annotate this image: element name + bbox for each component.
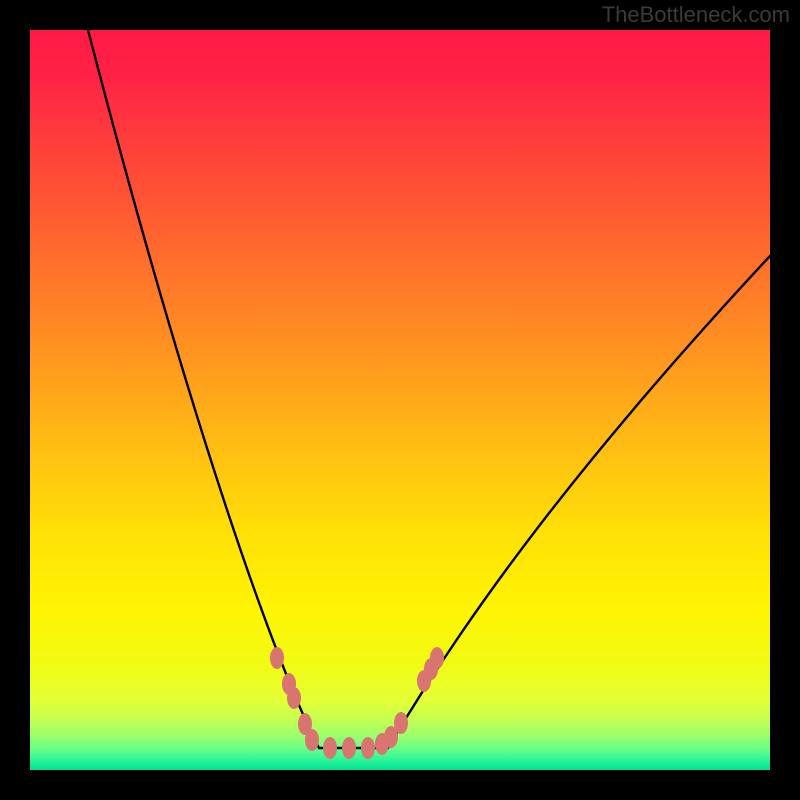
curve-marker: [323, 737, 337, 759]
curve-marker: [361, 737, 375, 759]
curve-marker: [305, 729, 319, 751]
curve-marker: [342, 737, 356, 759]
watermark-text: TheBottleneck.com: [602, 2, 790, 28]
curve-marker: [394, 712, 408, 734]
curve-marker: [287, 687, 301, 709]
bottleneck-curve-chart: [30, 30, 770, 770]
curve-marker: [270, 647, 284, 669]
curve-marker: [430, 647, 444, 669]
plot-area: [30, 30, 770, 770]
chart-stage: TheBottleneck.com: [0, 0, 800, 800]
gradient-background: [30, 30, 770, 770]
